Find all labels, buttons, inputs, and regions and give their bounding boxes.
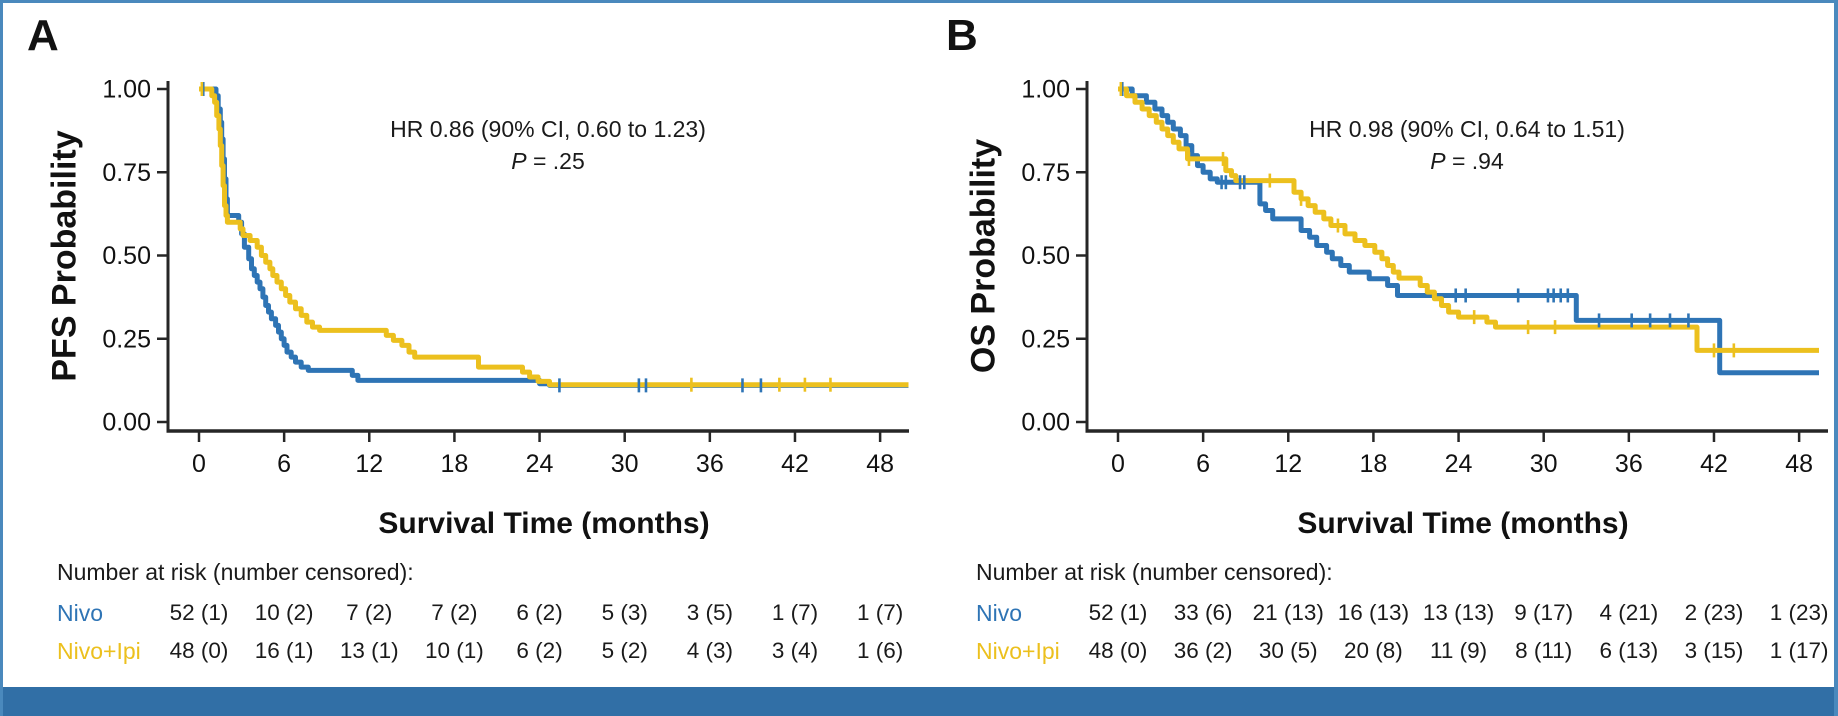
x-tick-label: 18 (441, 450, 469, 478)
y-tick-label: 0.75 (102, 159, 151, 187)
p-value-text: = .94 (1445, 148, 1504, 174)
risk-value: 52 (1) (170, 600, 229, 625)
x-tick-label: 30 (611, 450, 639, 478)
risk-value: 13 (13) (1423, 600, 1494, 625)
x-tick-label: 30 (1530, 450, 1558, 478)
y-tick-label: 0.50 (1021, 242, 1070, 270)
hr-annotation-b: HR 0.98 (90% CI, 0.64 to 1.51) (1309, 116, 1625, 142)
risk-value: 11 (9) (1430, 638, 1487, 663)
hr-annotation-a: HR 0.86 (90% CI, 0.60 to 1.23) (390, 116, 706, 142)
x-tick-label: 42 (1700, 450, 1728, 478)
risk-value: 4 (3) (687, 638, 733, 663)
y-tick-label: 0.00 (102, 409, 151, 437)
risk-value: 48 (0) (1089, 638, 1148, 663)
y-tick-label: 0.25 (102, 325, 151, 353)
risk-value: 9 (17) (1514, 600, 1573, 625)
footer-bar (3, 687, 1834, 716)
y-tick-label: 0.75 (1021, 159, 1070, 187)
risk-value: 5 (3) (602, 600, 648, 625)
risk-value: 3 (5) (687, 600, 733, 625)
risk-value: 2 (23) (1685, 600, 1744, 625)
x-tick-label: 36 (696, 450, 724, 478)
x-tick-label: 48 (1785, 450, 1813, 478)
risk-value: 16 (1) (255, 638, 314, 663)
p-symbol: P (511, 148, 527, 174)
risk-value: 1 (7) (772, 600, 818, 625)
risk-value: 1 (17) (1770, 638, 1829, 663)
risk-value: 16 (13) (1338, 600, 1409, 625)
km-curve-nivo (1118, 86, 1819, 376)
risk-value: 13 (1) (340, 638, 399, 663)
risk-value: 7 (2) (431, 600, 477, 625)
x-tick-label: 12 (355, 450, 383, 478)
risk-table-header-a: Number at risk (number censored): (57, 559, 414, 585)
p-value-b: P = .94 (1122, 148, 1812, 175)
risk-row-label-nivoipi-a: Nivo+Ipi (57, 638, 141, 664)
x-axis-title-a: Survival Time (months) (378, 507, 710, 540)
risk-row-label-nivo-b: Nivo (976, 600, 1023, 626)
y-tick-label: 0.00 (1021, 409, 1070, 437)
risk-value: 3 (4) (772, 638, 818, 663)
km-plot-os: 1.00 0.75 0.50 0.25 0.00 0 6 12 18 24 30 36 42 48 52 (… (1021, 76, 1829, 664)
risk-row-label-nivoipi-b: Nivo+Ipi (976, 638, 1060, 664)
y-tick-label: 0.25 (1021, 325, 1070, 353)
panel-b: 1.00 0.75 0.50 0.25 0.00 0 6 12 18 24 30 36 42 48 52 (… (922, 3, 1834, 690)
y-tick-label: 1.00 (102, 76, 151, 104)
risk-value: 1 (23) (1770, 600, 1829, 625)
x-tick-label: 0 (192, 450, 206, 478)
risk-value: 20 (8) (1344, 638, 1403, 663)
risk-value: 5 (2) (602, 638, 648, 663)
risk-value: 33 (6) (1174, 600, 1233, 625)
risk-value: 1 (7) (857, 600, 903, 625)
x-tick-label: 18 (1360, 450, 1388, 478)
risk-value: 30 (5) (1259, 638, 1318, 663)
risk-value: 4 (21) (1599, 600, 1658, 625)
risk-value: 6 (2) (516, 600, 562, 625)
risk-value: 10 (2) (255, 600, 314, 625)
risk-value: 8 (11) (1515, 638, 1572, 663)
risk-value: 6 (13) (1599, 638, 1658, 663)
p-value-text: = .25 (526, 148, 585, 174)
risk-value: 3 (15) (1685, 638, 1744, 663)
x-tick-label: 24 (526, 450, 554, 478)
y-axis-title-os: OS Probability (964, 138, 1003, 374)
x-tick-label: 24 (1445, 450, 1473, 478)
risk-value: 7 (2) (346, 600, 392, 625)
risk-value: 6 (2) (516, 638, 562, 663)
risk-value: 52 (1) (1089, 600, 1148, 625)
panel-a-letter: A (27, 11, 59, 60)
x-tick-label: 6 (277, 450, 291, 478)
risk-value: 36 (2) (1174, 638, 1233, 663)
x-tick-label: 0 (1111, 450, 1125, 478)
risk-value: 10 (1) (425, 638, 484, 663)
y-axis-title-pfs: PFS Probability (45, 130, 84, 382)
x-tick-label: 48 (866, 450, 894, 478)
risk-table-header-b: Number at risk (number censored): (976, 559, 1333, 585)
x-tick-label: 36 (1615, 450, 1643, 478)
risk-value: 21 (13) (1253, 600, 1324, 625)
x-axis-title-b: Survival Time (months) (1297, 507, 1629, 540)
risk-value: 48 (0) (170, 638, 229, 663)
panel-a: 1.00 0.75 0.50 0.25 0.00 0 6 12 18 24 30 36 42 48 52 (… (3, 3, 922, 690)
km-curve-nivoipi (199, 86, 909, 388)
risk-row-label-nivo-a: Nivo (57, 600, 104, 626)
x-tick-label: 6 (1196, 450, 1210, 478)
panel-b-letter: B (946, 11, 978, 60)
p-value-a: P = .25 (203, 148, 893, 175)
km-curve-nivoipi (1118, 86, 1819, 353)
risk-value: 1 (6) (857, 638, 903, 663)
x-tick-label: 12 (1274, 450, 1302, 478)
km-plot-pfs: 1.00 0.75 0.50 0.25 0.00 0 6 12 18 24 30 36 42 48 52 (… (102, 76, 909, 663)
y-tick-label: 0.50 (102, 242, 151, 270)
x-tick-label: 42 (781, 450, 809, 478)
p-symbol: P (1430, 148, 1446, 174)
km-curve-nivo (199, 86, 909, 388)
y-tick-label: 1.00 (1021, 76, 1070, 104)
